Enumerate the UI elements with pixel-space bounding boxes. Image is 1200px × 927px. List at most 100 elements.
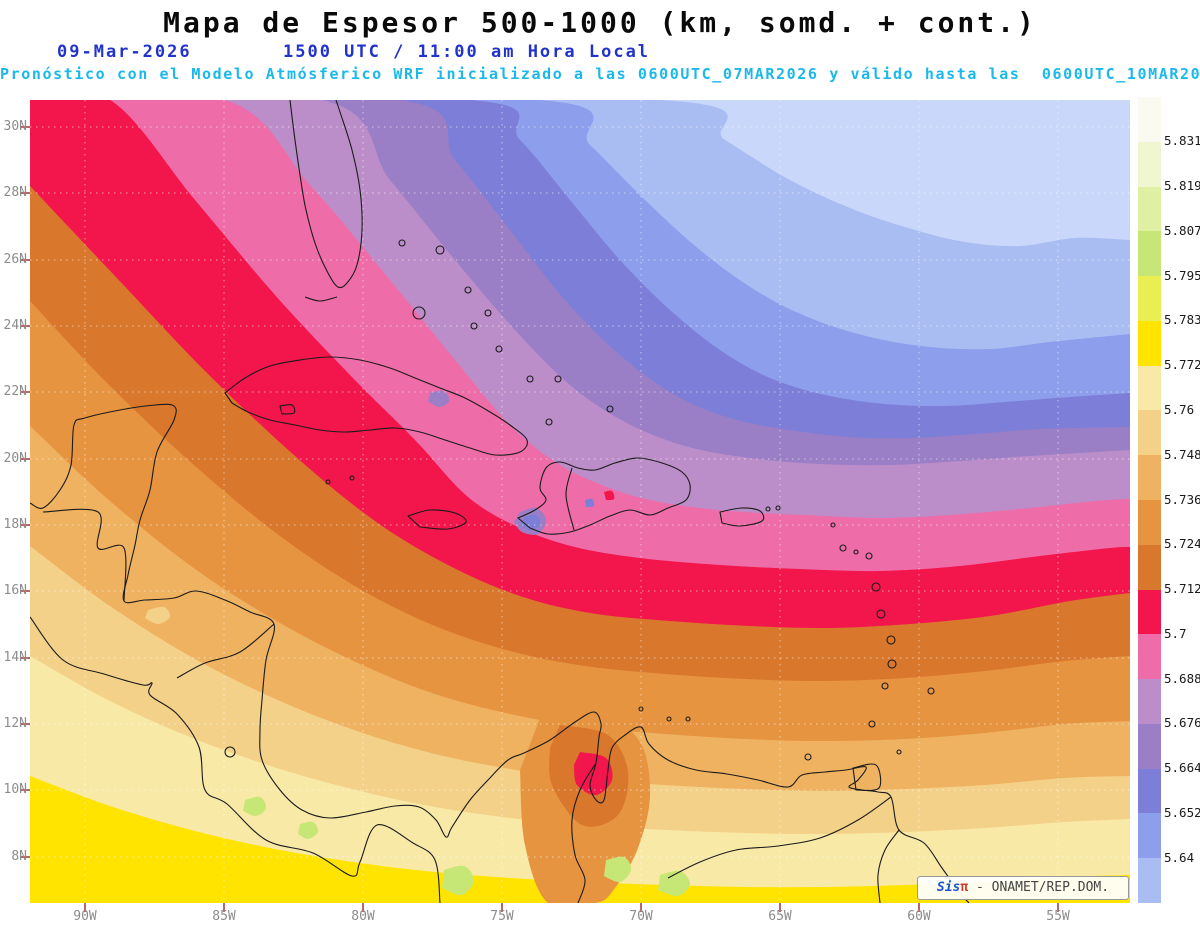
island-outline: [876, 609, 886, 619]
legend-label-5.724: 5.724: [1164, 536, 1200, 552]
lon-label-70W: 70W: [629, 909, 653, 924]
lon-label-85W: 85W: [212, 909, 236, 924]
island-outline: [470, 322, 478, 330]
lon-label-65W: 65W: [768, 909, 792, 924]
island-outline: [881, 682, 889, 690]
lat-label-18N: 18N: [3, 517, 27, 532]
legend-color-swatch: [1138, 858, 1161, 904]
island-outline: [526, 375, 534, 383]
axis-ticks: [21, 126, 1059, 912]
coast-puerto-rico: [719, 507, 765, 527]
coast-florida-keys: [304, 296, 338, 302]
coast-border-ven-guy: [877, 829, 900, 903]
coast-cuba: [224, 356, 528, 456]
lat-label-28N: 28N: [3, 185, 27, 200]
map-fill-layer: [30, 100, 1130, 903]
island-outline: [871, 582, 881, 592]
island-outline: [765, 506, 771, 512]
island-outline: [464, 286, 472, 294]
honduras-highland: [145, 606, 171, 625]
legend-color-swatch: [1138, 768, 1161, 814]
island-outline: [606, 405, 614, 413]
legend-color-swatch: [1138, 679, 1161, 725]
legend-label-5.807: 5.807: [1164, 222, 1200, 238]
legend-label-5.664: 5.664: [1164, 760, 1200, 776]
island-outline: [638, 706, 644, 712]
coast-pacific-coast: [30, 616, 441, 903]
watermark-pi-symbol: π: [960, 880, 969, 895]
coast-border-guatemala: [42, 508, 127, 602]
lon-label-80W: 80W: [351, 909, 375, 924]
island-outline: [839, 544, 847, 552]
legend-color-swatch: [1138, 544, 1161, 591]
legend-label-5.783: 5.783: [1164, 312, 1200, 328]
island-outline: [896, 749, 902, 755]
coast-border-honduras: [176, 623, 275, 679]
legend-color-swatch: [1138, 634, 1161, 680]
legend-label-5.676: 5.676: [1164, 715, 1200, 731]
dr-mountain-spot: [585, 498, 595, 507]
lat-label-24N: 24N: [3, 318, 27, 333]
watermark-text: - ONAMET/REP.DOM.: [968, 880, 1110, 895]
map-date: 09-Mar-2026: [57, 42, 192, 62]
legend-label-5.736: 5.736: [1164, 491, 1200, 507]
legend-label-5.712: 5.712: [1164, 581, 1200, 597]
island-outline: [830, 522, 836, 528]
coast-isla-juventud: [279, 404, 296, 415]
coast-orinoco-river: [667, 796, 892, 879]
legend-color-swatch: [1138, 320, 1161, 367]
map-valid-time: 1500 UTC / 11:00 am Hora Local: [283, 42, 651, 62]
legend-color-swatch: [1138, 500, 1161, 546]
legend-label-5.831: 5.831: [1164, 133, 1200, 149]
island-outline: [349, 475, 355, 481]
panama-highland: [298, 821, 319, 840]
legend-label-5.795: 5.795: [1164, 267, 1200, 283]
forecast-note: Pronóstico con el Modelo Atmósferico WRF…: [0, 65, 1200, 83]
island-outline: [484, 309, 492, 317]
lat-label-8N: 8N: [11, 849, 27, 864]
cuba-mountain-spot: [428, 390, 450, 407]
page-title: Mapa de Espesor 500-1000 (km, somd. + co…: [163, 6, 1037, 39]
legend-color-swatch: [1138, 97, 1161, 143]
legend-label-5.772: 5.772: [1164, 357, 1200, 373]
legend-color-swatch: [1138, 141, 1161, 188]
colombia-highland: [442, 865, 475, 896]
legend-color-swatch: [1138, 276, 1161, 322]
lon-label-90W: 90W: [73, 909, 97, 924]
island-outline: [554, 375, 562, 383]
dr-station-mark: [604, 490, 615, 500]
island-outline: [685, 716, 691, 722]
haiti-mountain-core: [521, 514, 541, 530]
island-outline: [412, 306, 426, 320]
legend-color-swatch: [1138, 813, 1161, 859]
legend-color-swatch: [1138, 589, 1161, 635]
island-outline: [398, 239, 406, 247]
legend-color-swatch: [1138, 410, 1161, 456]
lon-label-75W: 75W: [490, 909, 514, 924]
lat-label-14N: 14N: [3, 650, 27, 665]
coast-jamaica: [407, 509, 467, 530]
coastline-layer: [30, 100, 970, 903]
island-outline: [927, 687, 935, 695]
island-outline: [865, 552, 873, 560]
island-outline: [853, 549, 859, 555]
legend-label-5.688: 5.688: [1164, 670, 1200, 686]
costa-rica-highland: [243, 796, 267, 817]
coast-border-col-ven: [571, 762, 597, 903]
legend-color-swatch: [1138, 231, 1161, 277]
legend-label-5.748: 5.748: [1164, 446, 1200, 462]
legend-label-5.64: 5.64: [1164, 849, 1195, 865]
legend-color-swatch: [1138, 365, 1161, 411]
lon-label-55W: 55W: [1046, 909, 1070, 924]
coast-hispaniola: [517, 457, 691, 535]
lat-label-20N: 20N: [3, 451, 27, 466]
coast-hispaniola-border: [565, 467, 575, 531]
highland-spot-2: [658, 870, 691, 897]
lat-label-12N: 12N: [3, 716, 27, 731]
lon-label-60W: 60W: [907, 909, 931, 924]
island-outline: [886, 635, 896, 645]
island-outline: [545, 418, 553, 426]
island-outline: [495, 345, 503, 353]
lat-label-30N: 30N: [3, 119, 27, 134]
